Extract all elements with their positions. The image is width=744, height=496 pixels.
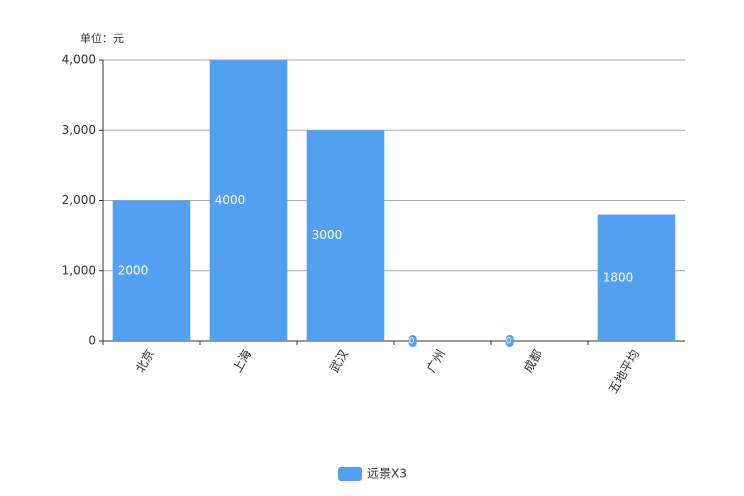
bar xyxy=(597,214,676,341)
value-label: 0 xyxy=(409,337,415,347)
y-tick-label: 4,000 xyxy=(62,53,96,67)
y-tick-label: 0 xyxy=(88,334,96,348)
value-label: 4000 xyxy=(215,193,246,207)
y-axis-label: 单位：元 xyxy=(80,31,124,45)
legend-label: 远景X3 xyxy=(367,467,407,481)
x-tick-label: 武汉 xyxy=(327,347,351,375)
value-label-badge xyxy=(408,335,417,347)
y-tick-label: 2,000 xyxy=(62,193,96,207)
bar xyxy=(306,130,385,341)
value-label-badge xyxy=(505,335,514,347)
x-tick-label: 广州 xyxy=(424,347,448,375)
x-tick-label: 北京 xyxy=(133,347,157,375)
value-label: 2000 xyxy=(118,263,149,277)
y-tick-label: 3,000 xyxy=(62,123,96,137)
bar xyxy=(112,200,191,341)
x-tick-label: 成都 xyxy=(521,347,545,375)
x-tick-label: 上海 xyxy=(229,347,254,375)
legend-swatch xyxy=(338,467,362,481)
x-tick-label: 五地平均 xyxy=(606,347,642,396)
value-label: 3000 xyxy=(312,228,343,242)
value-label: 1800 xyxy=(603,270,634,284)
y-tick-label: 1,000 xyxy=(62,263,96,277)
bar xyxy=(209,60,288,341)
value-label: 0 xyxy=(506,337,512,347)
